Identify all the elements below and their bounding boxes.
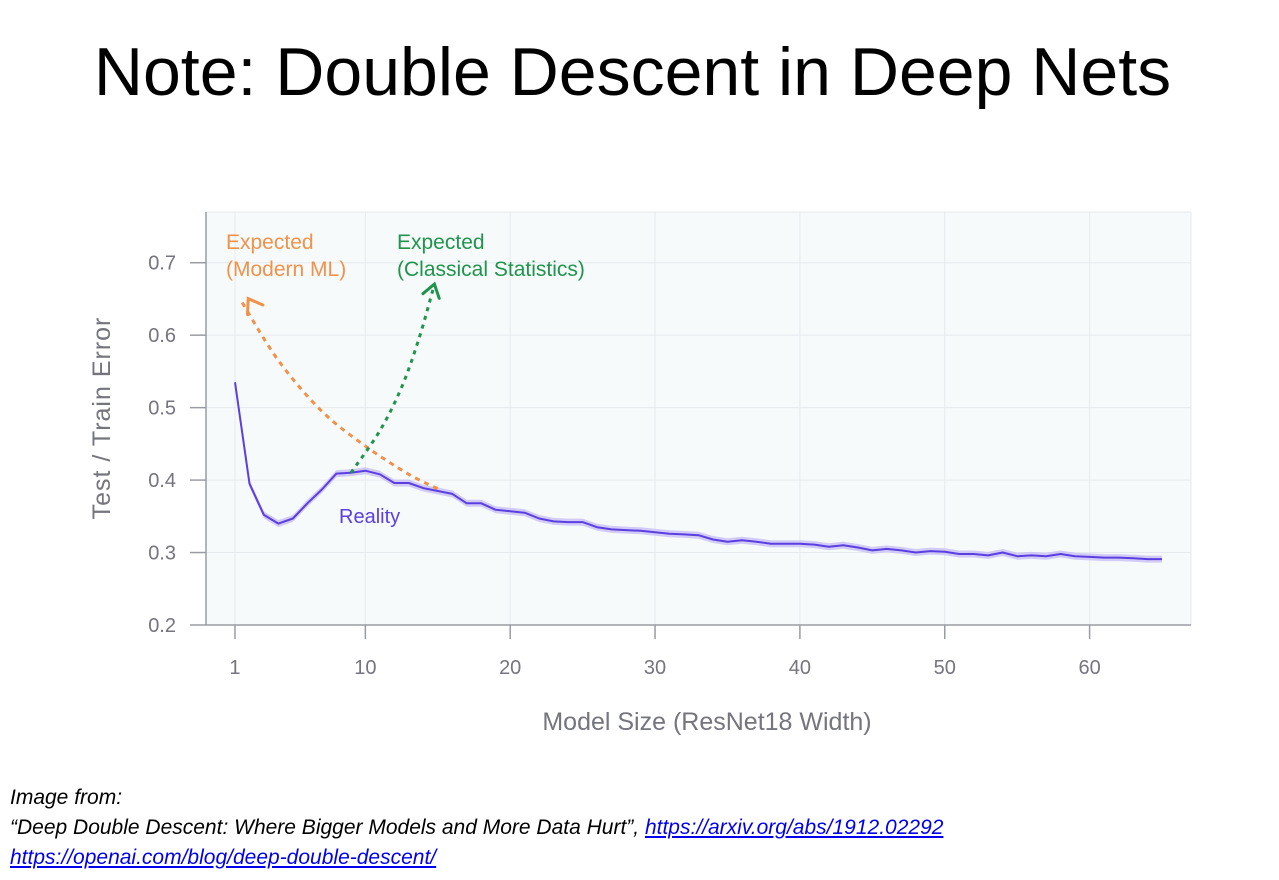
annotation-reality: Reality <box>339 506 400 528</box>
x-tick-label: 10 <box>354 657 376 679</box>
openai-blog-link[interactable]: https://openai.com/blog/deep-double-desc… <box>10 846 437 869</box>
double-descent-chart: 1 10 20 30 40 50 60 0.2 0.3 0.4 0.5 0.6 0.7 Expected… <box>88 211 1192 736</box>
x-axis-label: Model Size (ResNet18 Width) <box>542 708 871 736</box>
x-tick-label: 60 <box>1078 657 1100 679</box>
slide-title: Note: Double Descent in Deep Nets <box>93 34 1172 110</box>
expected-classical-arrowhead <box>421 281 441 300</box>
expected-modern-ml-arrowhead <box>246 296 265 317</box>
arxiv-link[interactable]: https://arxiv.org/abs/1912.02292 <box>644 816 944 839</box>
y-axis-label: Test / Train Error <box>88 317 116 520</box>
x-tick-label: 30 <box>644 657 666 679</box>
x-tick-label: 50 <box>934 657 956 679</box>
annotation-classical-line2: (Classical Statistics) <box>397 258 585 281</box>
y-tick-label: 0.6 <box>148 325 176 347</box>
y-tick-label: 0.3 <box>148 543 176 565</box>
annotation-modern-line2: (Modern ML) <box>226 258 346 281</box>
x-tick-label: 40 <box>789 657 811 679</box>
tick-labels: 1 10 20 30 40 50 60 0.2 0.3 0.4 0.5 0.6 0.7 <box>148 253 1101 679</box>
y-tick-label: 0.7 <box>148 253 176 275</box>
source-blog: https://openai.com/blog/deep-double-desc… <box>10 846 436 870</box>
grid-lines <box>206 211 1192 625</box>
reality-series-line <box>234 382 1162 561</box>
annotation-classical-line1: Expected <box>397 231 485 254</box>
axes <box>205 212 1191 626</box>
y-tick-label: 0.4 <box>148 470 176 492</box>
expected-modern-ml-line <box>240 301 439 491</box>
plot-area <box>206 212 1191 625</box>
y-tick-label: 0.2 <box>148 615 176 637</box>
x-tick-label: 20 <box>499 657 521 679</box>
source-label: Image from: <box>10 786 123 809</box>
y-tick-label: 0.5 <box>148 398 176 420</box>
source-paper-title: “Deep Double Descent: Where Bigger Model… <box>10 816 645 839</box>
x-tick-label: 1 <box>229 657 240 679</box>
annotation-modern-line1: Expected <box>226 231 314 254</box>
source-citation: “Deep Double Descent: Where Bigger Model… <box>10 816 943 840</box>
expected-classical-line <box>349 287 435 474</box>
